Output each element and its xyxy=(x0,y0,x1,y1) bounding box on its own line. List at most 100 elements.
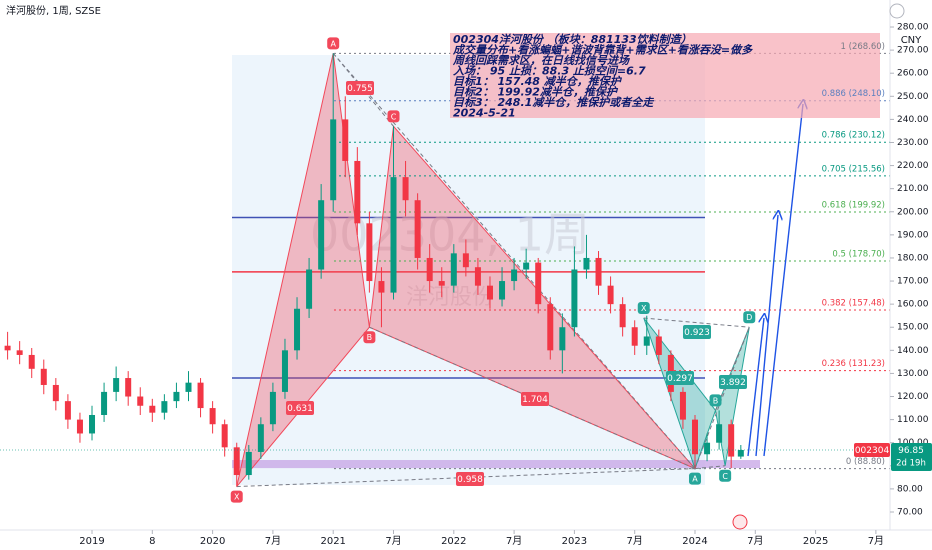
projection-arrows xyxy=(747,104,803,457)
annotation-line: 目标3： 248.1减半仓，推保护或者全走 xyxy=(453,96,655,109)
candle-body xyxy=(342,119,349,161)
candle-body xyxy=(233,447,240,476)
candle-body xyxy=(737,449,744,457)
point-label-bg xyxy=(709,394,722,407)
fib-label: 0.618 (199.92) xyxy=(822,200,885,210)
ratio-label: 0.958 xyxy=(457,475,483,485)
point-label-bg xyxy=(387,110,400,123)
y-tick-label: 110.00 xyxy=(897,415,929,425)
arrow xyxy=(763,104,803,457)
y-tick-label: 210.00 xyxy=(897,184,929,194)
y-tick-label: 160.00 xyxy=(897,300,929,310)
fib-label: 0.786 (230.12) xyxy=(822,131,885,141)
fib-label: 0.886 (248.10) xyxy=(822,89,885,99)
y-tick-label: 190.00 xyxy=(897,230,929,240)
candle-body xyxy=(89,414,96,434)
y-tick-label: 140.00 xyxy=(897,346,929,356)
candle-body xyxy=(511,269,518,282)
candle-body xyxy=(619,304,626,328)
candle-body xyxy=(462,253,469,268)
candle-body xyxy=(547,304,554,351)
x-tick-label: 7月 xyxy=(265,535,281,547)
candle-body xyxy=(571,269,578,328)
x-tick-label: 7月 xyxy=(385,535,401,547)
annotation-line: 成交量分布+看涨蝙蝠+谐波背靠背+需求区+看涨吞没=做多 xyxy=(452,44,753,57)
candle-body xyxy=(643,336,650,346)
x-tick-label: 7月 xyxy=(506,535,522,547)
candle-body xyxy=(52,384,59,402)
x-tick-label: 2025 xyxy=(803,536,828,547)
ratio-label-bg xyxy=(346,81,374,95)
y-tick-label: 240.00 xyxy=(897,115,929,125)
candle-body xyxy=(523,262,530,270)
countdown: 2d 19h xyxy=(896,458,926,468)
ratio-label: 0.297 xyxy=(667,374,693,384)
candle-body xyxy=(113,378,120,392)
ratio-label-bg xyxy=(666,371,694,385)
fib-label: 0 (88.80) xyxy=(846,457,885,467)
x-tick-label: 7月 xyxy=(627,535,643,547)
x-tick-label: 2022 xyxy=(441,536,466,547)
candle-body xyxy=(318,200,325,270)
candle-body xyxy=(221,424,228,448)
candle-body xyxy=(716,424,723,443)
plot-mid xyxy=(4,52,890,488)
fib-label: 0.236 (131.23) xyxy=(822,359,885,369)
candle-body xyxy=(679,391,686,420)
ratio-label: 0.755 xyxy=(347,84,373,94)
ratio-label-bg xyxy=(286,401,314,415)
candle-body xyxy=(28,354,35,369)
x-tick-label: 2023 xyxy=(562,536,587,547)
point-label-bg xyxy=(719,469,732,482)
chart-title: 洋河股份, 1周, SZSE xyxy=(6,4,101,17)
point-label: C xyxy=(391,112,397,121)
candle-body xyxy=(149,405,156,413)
y-tick-label: 150.00 xyxy=(897,323,929,333)
candle-body xyxy=(64,401,71,420)
candle-body xyxy=(294,308,301,351)
candle-body xyxy=(450,253,457,286)
candle-body xyxy=(728,424,735,457)
ratio-label-bg xyxy=(683,325,711,339)
point-label-bg xyxy=(230,490,243,503)
candle-body xyxy=(499,281,506,300)
candle-body xyxy=(607,285,614,305)
y-tick-label: 230.00 xyxy=(897,138,929,148)
events-icon[interactable] xyxy=(732,514,748,530)
symbol-tag: 002304 xyxy=(855,446,890,456)
y-tick-label: 180.00 xyxy=(897,253,929,263)
y-tick-label: 70.00 xyxy=(897,507,923,517)
candle-body xyxy=(4,345,11,351)
candle-body xyxy=(125,378,132,397)
annotation-line: 目标1： 157.48 减半仓，推保护 xyxy=(453,75,623,88)
y-tick-label: 220.00 xyxy=(897,161,929,171)
currency: CNY xyxy=(901,35,922,46)
point-label: D xyxy=(746,313,752,322)
candle-body xyxy=(137,396,144,406)
candle-body xyxy=(245,451,252,476)
candle-body xyxy=(40,368,47,385)
point-label: B xyxy=(713,396,719,405)
candle-body xyxy=(197,382,204,409)
x-tick-label: 2024 xyxy=(682,536,707,547)
watermark-name: 洋河股份 xyxy=(406,285,494,310)
candle-body xyxy=(16,350,23,355)
y-tick-label: 260.00 xyxy=(897,69,929,79)
candle-body xyxy=(185,382,192,392)
point-label-bg xyxy=(743,311,756,324)
settings-icon[interactable] xyxy=(889,3,905,19)
candle-body xyxy=(426,257,433,282)
candle-body xyxy=(583,257,590,270)
y-tick-label: 80.00 xyxy=(897,484,923,494)
y-tick-label: 200.00 xyxy=(897,207,929,217)
annotation-box xyxy=(450,33,880,118)
candle-body xyxy=(402,177,409,201)
ratio-label: 0.923 xyxy=(684,328,710,338)
candle-body xyxy=(354,160,361,224)
point-label: A xyxy=(330,39,336,48)
candle-body xyxy=(474,267,481,286)
candle-body xyxy=(691,419,698,455)
y-tick-label: 270.00 xyxy=(897,46,929,56)
x-tick-label: 2021 xyxy=(320,536,345,547)
candle-body xyxy=(366,223,373,282)
